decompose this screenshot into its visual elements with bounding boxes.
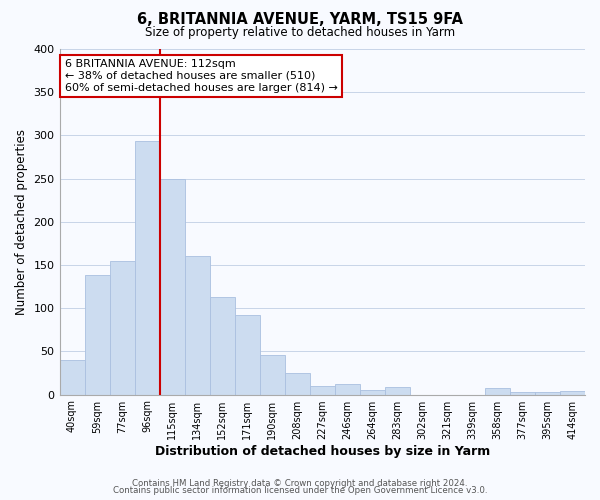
Bar <box>209 297 235 394</box>
Y-axis label: Number of detached properties: Number of detached properties <box>15 129 28 315</box>
Bar <box>335 384 360 394</box>
Bar <box>260 355 285 395</box>
Bar <box>385 387 410 394</box>
Bar <box>485 388 510 394</box>
Bar <box>185 256 209 394</box>
Text: Contains HM Land Registry data © Crown copyright and database right 2024.: Contains HM Land Registry data © Crown c… <box>132 478 468 488</box>
Bar <box>235 315 260 394</box>
Bar <box>285 373 310 394</box>
Text: Size of property relative to detached houses in Yarm: Size of property relative to detached ho… <box>145 26 455 39</box>
Bar <box>360 390 385 394</box>
Text: Contains public sector information licensed under the Open Government Licence v3: Contains public sector information licen… <box>113 486 487 495</box>
X-axis label: Distribution of detached houses by size in Yarm: Distribution of detached houses by size … <box>155 444 490 458</box>
Bar <box>85 276 110 394</box>
Bar <box>535 392 560 394</box>
Bar <box>160 178 185 394</box>
Bar <box>510 392 535 394</box>
Text: 6, BRITANNIA AVENUE, YARM, TS15 9FA: 6, BRITANNIA AVENUE, YARM, TS15 9FA <box>137 12 463 28</box>
Bar <box>560 391 585 394</box>
Bar <box>310 386 335 394</box>
Bar <box>59 360 85 394</box>
Bar <box>110 260 134 394</box>
Text: 6 BRITANNIA AVENUE: 112sqm
← 38% of detached houses are smaller (510)
60% of sem: 6 BRITANNIA AVENUE: 112sqm ← 38% of deta… <box>65 60 338 92</box>
Bar <box>134 142 160 394</box>
